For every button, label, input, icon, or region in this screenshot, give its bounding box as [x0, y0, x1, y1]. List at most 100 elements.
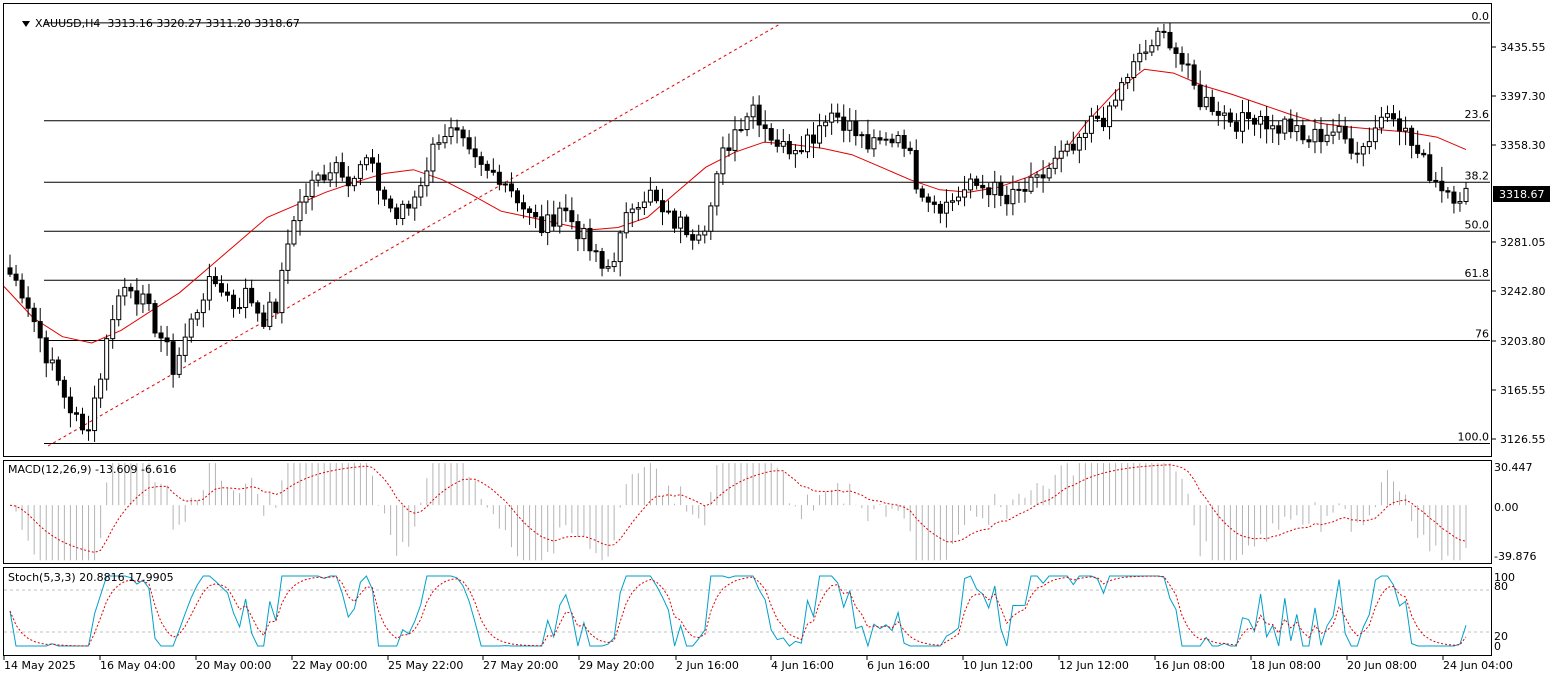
trend-line[interactable]	[47, 23, 781, 447]
candle-body	[1300, 125, 1306, 141]
candle-body	[647, 189, 653, 203]
candle-body	[249, 287, 255, 304]
candle-body	[1131, 61, 1137, 78]
candle-body	[817, 125, 823, 144]
symbol-header: XAUUSD,H4 3313.16 3320.27 3311.20 3318.6…	[8, 4, 300, 43]
candle-body	[472, 148, 478, 158]
macd-pane[interactable]	[3, 460, 1492, 564]
candle-body	[146, 293, 152, 305]
candle-body	[865, 134, 871, 150]
candle-body	[430, 143, 436, 172]
candle-body	[1433, 179, 1439, 182]
price-tick-label: 3358.30	[1500, 139, 1546, 152]
candle-body	[738, 129, 744, 132]
candle-body	[527, 208, 533, 214]
candle-body	[521, 202, 527, 210]
candle-body	[92, 397, 98, 432]
candle-body	[1221, 112, 1227, 116]
candle-body	[1143, 51, 1149, 54]
candle-body	[339, 162, 345, 178]
candle-body	[587, 227, 593, 252]
macd-axis-label: -39.876	[1494, 550, 1536, 563]
candle-body	[140, 293, 146, 305]
fib-level-label: 100.0	[1458, 430, 1490, 443]
candle-body	[303, 195, 309, 203]
candle-body	[786, 141, 792, 155]
stoch-axis-label: 80	[1494, 580, 1508, 593]
candle-body	[780, 141, 786, 147]
time-tick-label: 4 Jun 16:00	[771, 659, 834, 672]
candle-body	[1354, 152, 1360, 155]
time-tick-label: 10 Jun 12:00	[963, 659, 1033, 672]
candle-body	[98, 378, 104, 399]
stoch-pane[interactable]	[3, 567, 1492, 656]
candle-body	[774, 139, 780, 147]
chevron-down-icon[interactable]	[22, 21, 30, 27]
candle-body	[1052, 157, 1058, 169]
candle-body	[563, 207, 569, 212]
candle-body	[134, 290, 140, 305]
candle-body	[804, 134, 810, 153]
candle-body	[1403, 127, 1409, 132]
candle-body	[1342, 125, 1348, 140]
candle-body	[1022, 188, 1028, 192]
time-tick-label: 14 May 2025	[4, 659, 76, 672]
candle-body	[949, 200, 955, 203]
candle-body	[943, 201, 949, 214]
candle-body	[696, 234, 702, 241]
candle-body	[1197, 84, 1203, 108]
candle-body	[436, 142, 442, 145]
candle-body	[116, 295, 122, 321]
candle-body	[496, 171, 502, 185]
candle-body	[279, 269, 285, 314]
price-pane[interactable]	[3, 3, 1492, 457]
candle-body	[1409, 127, 1415, 146]
candle-body	[569, 210, 575, 223]
candle-body	[351, 177, 357, 187]
candle-body	[382, 189, 388, 200]
price-tick-label: 3126.55	[1500, 433, 1546, 446]
candle-body	[1306, 139, 1312, 143]
candle-body	[424, 170, 430, 187]
candle-body	[1282, 118, 1288, 134]
candle-body	[974, 178, 980, 186]
candle-body	[1179, 52, 1185, 65]
candle-body	[1101, 117, 1107, 128]
candle-body	[1064, 143, 1070, 152]
candle-body	[400, 203, 406, 220]
price-tick-label: 3397.30	[1500, 90, 1546, 103]
candle-body	[1366, 141, 1372, 148]
candle-body	[1384, 113, 1390, 118]
fib-level-label: 23.6	[1465, 108, 1490, 121]
candle-body	[937, 203, 943, 214]
time-tick-label: 6 Jun 16:00	[867, 659, 930, 672]
candle-body	[158, 332, 164, 339]
candle-body	[871, 137, 877, 150]
fib-level-label: 38.2	[1465, 169, 1490, 182]
fib-level-label: 76	[1475, 327, 1489, 340]
candle-body	[1457, 201, 1463, 204]
candle-body	[200, 299, 206, 314]
candle-body	[73, 412, 79, 415]
candle-body	[490, 169, 496, 173]
candle-body	[1415, 144, 1421, 154]
candle-body	[1082, 132, 1088, 138]
candle-body	[231, 294, 237, 310]
candle-body	[726, 147, 732, 151]
candle-body	[460, 129, 466, 139]
candle-body	[206, 276, 212, 301]
candle-body	[376, 162, 382, 191]
candle-body	[502, 183, 508, 186]
fib-retracement[interactable]: 0.0 23.6 38.2 50.0 61.8 76 100.0	[44, 10, 1490, 444]
candle-body	[889, 138, 895, 144]
candle-body	[968, 178, 974, 191]
candle-body	[315, 174, 321, 181]
trend-line-segment	[47, 23, 781, 447]
candle-body	[593, 250, 599, 253]
candle-body	[962, 189, 968, 198]
candle-body	[152, 303, 158, 334]
candle-body	[925, 196, 931, 203]
candle-body	[659, 200, 665, 213]
